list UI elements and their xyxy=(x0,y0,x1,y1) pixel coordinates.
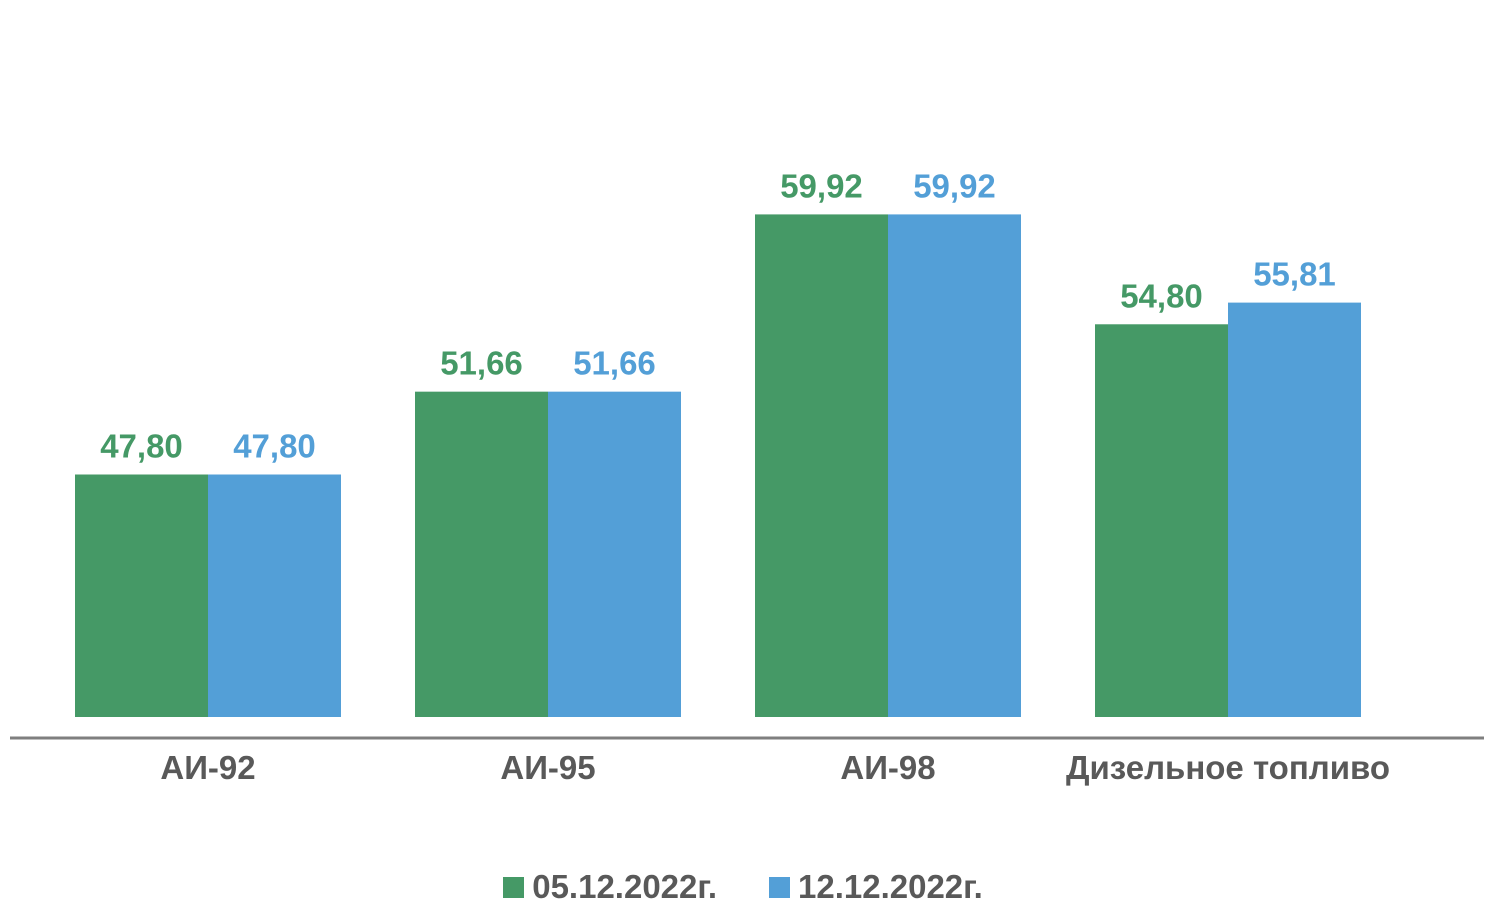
legend-label-series-1: 05.12.2022г. xyxy=(532,868,717,905)
category-label-4: Дизельное топливо xyxy=(1066,749,1390,786)
bar-2-3 xyxy=(888,214,1021,717)
legend-item-series-1: 05.12.2022г. xyxy=(503,868,717,906)
bar-1-2 xyxy=(415,391,548,717)
bar-1-1 xyxy=(75,474,208,717)
category-label-2: АИ-95 xyxy=(500,749,595,786)
bar-1-4 xyxy=(1095,324,1228,717)
bar-2-1 xyxy=(208,474,341,717)
data-label-2-3: 59,92 xyxy=(913,167,996,204)
legend-swatch-series-2 xyxy=(769,876,790,898)
bar-2-2 xyxy=(548,391,681,717)
bar-2-4 xyxy=(1228,302,1361,717)
legend-swatch-series-1 xyxy=(503,876,525,898)
data-label-2-2: 51,66 xyxy=(573,345,656,382)
data-label-2-4: 55,81 xyxy=(1253,256,1336,293)
category-label-1: АИ-92 xyxy=(160,749,255,786)
category-label-3: АИ-98 xyxy=(840,749,935,786)
data-label-2-1: 47,80 xyxy=(233,428,316,465)
legend-label-series-2: 12.12.2022г. xyxy=(798,868,983,905)
legend-item-series-2: 12.12.2022г. xyxy=(769,868,983,906)
data-label-1-1: 47,80 xyxy=(100,428,183,465)
data-label-1-4: 54,80 xyxy=(1120,277,1203,314)
data-label-1-2: 51,66 xyxy=(440,345,523,382)
data-label-1-3: 59,92 xyxy=(780,167,863,204)
bar-1-3 xyxy=(755,214,888,717)
legend: 05.12.2022г. 12.12.2022г. xyxy=(0,868,1486,906)
